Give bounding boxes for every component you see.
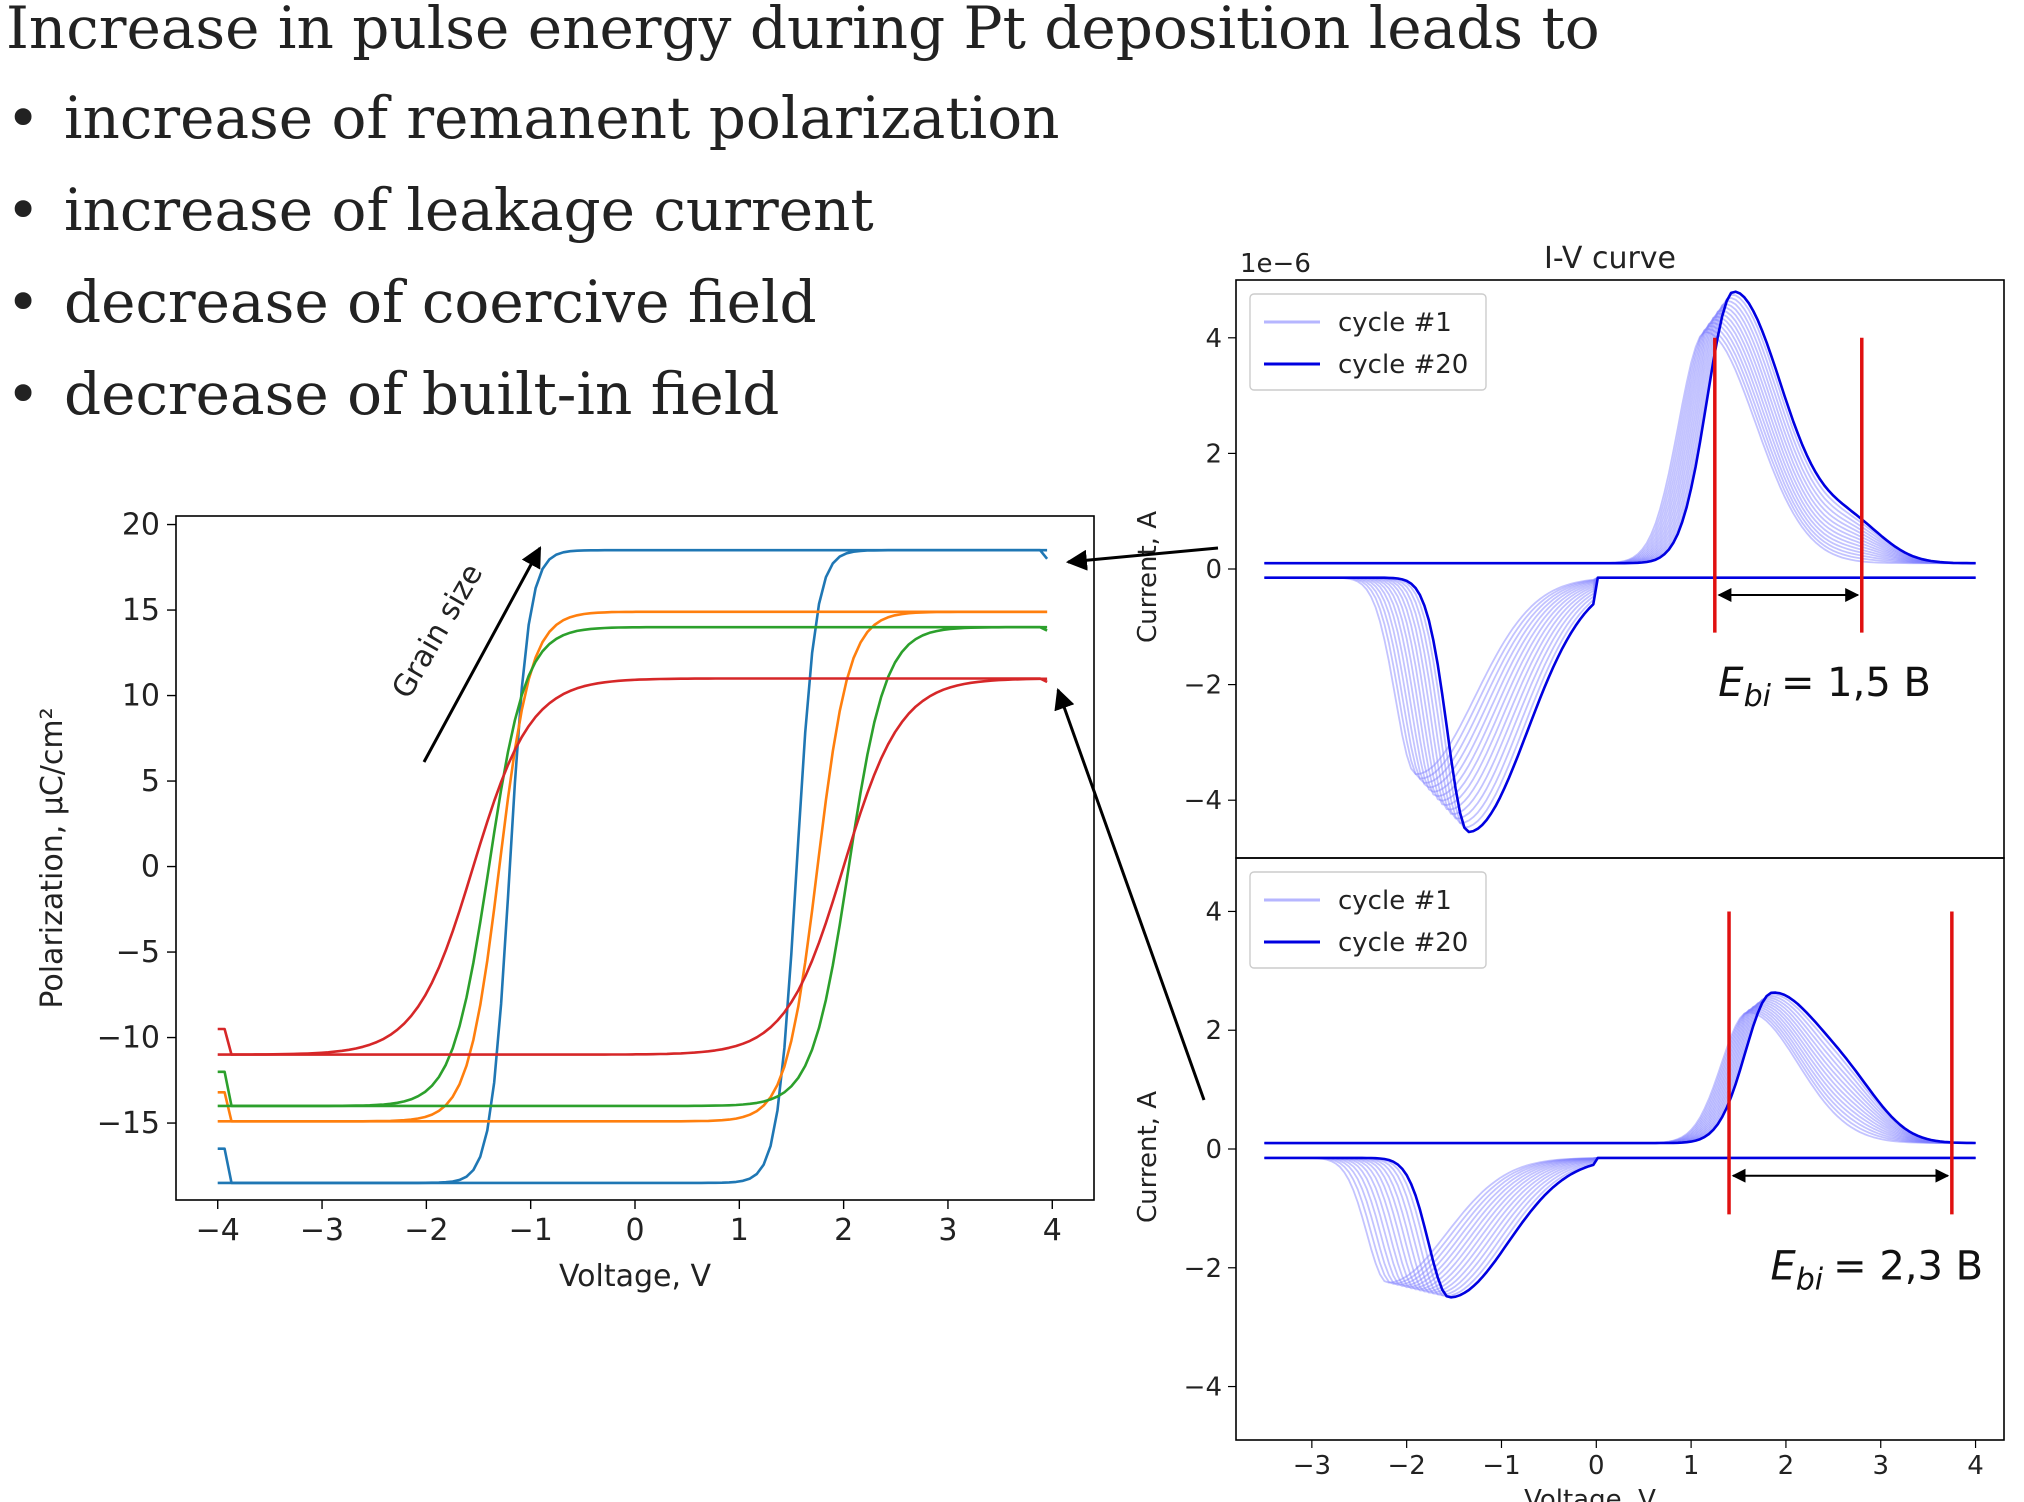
legend: cycle #1 cycle #20 (1249, 293, 1487, 391)
slide-title: Increase in pulse energy during Pt depos… (6, 0, 1600, 62)
x-tick-label: 1 (730, 1213, 749, 1248)
ebi-label-sub: bi (1744, 679, 1772, 714)
y-axis-label: Current, A (1133, 1091, 1163, 1223)
x-axis-label: Voltage, V (559, 1259, 712, 1294)
iv-curve-positive-sweep (1264, 991, 1976, 1145)
y-tick-label: 20 (122, 508, 160, 543)
link-arrow-top (1065, 546, 1219, 571)
legend-label: cycle #1 (1338, 308, 1452, 338)
hysteresis-branch-up (217, 610, 1048, 1123)
legend-box (1249, 871, 1487, 969)
iv-curve-negative-sweep (1264, 576, 1976, 834)
ebi-label-value: = 2,3 В (1833, 1244, 1983, 1290)
ebi-label: Ebi = 2,3 В (1770, 1244, 1983, 1298)
x-tick-label: −2 (1388, 1451, 1426, 1481)
x-tick-label: −1 (1482, 1451, 1520, 1481)
x-tick-label: 2 (1778, 1451, 1795, 1481)
y-tick-label: −5 (116, 935, 160, 970)
x-tick-label: 0 (625, 1213, 644, 1248)
bullet-item: • decrease of built-in field (6, 360, 779, 428)
y-tick-label: 0 (1205, 1135, 1222, 1165)
legend-label: cycle #20 (1338, 350, 1468, 380)
y-tick-label: −4 (1184, 1373, 1222, 1403)
legend-label: cycle #1 (1338, 886, 1452, 916)
legend-box (1249, 293, 1487, 391)
y-tick-label: −15 (97, 1106, 160, 1141)
grain-size-label: Grain size (385, 558, 490, 705)
legend-label: cycle #20 (1338, 928, 1468, 958)
y-tick-label: 10 (122, 679, 160, 714)
y-tick-label: 0 (1205, 555, 1222, 585)
x-tick-label: 4 (1043, 1213, 1062, 1248)
bullet-item: • increase of remanent polarization (6, 84, 1060, 152)
y-tick-label: −2 (1184, 671, 1222, 701)
x-tick-label: −3 (300, 1213, 344, 1248)
y-axis-label: Polarization, μC/cm² (35, 707, 70, 1008)
iv-curve-positive-sweep (1264, 998, 1976, 1144)
hysteresis-branch-down (217, 548, 1048, 1185)
y-tick-label: 4 (1205, 324, 1222, 354)
hysteresis-branch-up (217, 548, 1049, 1185)
x-tick-label: 1 (1683, 1451, 1700, 1481)
bullet-item: • decrease of coercive field (6, 268, 817, 336)
y-tick-label: 5 (141, 764, 160, 799)
chart-title: I-V curve (1544, 241, 1676, 276)
bullet-dot-icon: • (6, 360, 41, 428)
x-tick-label: −3 (1293, 1451, 1331, 1481)
iv-curve-positive-sweep (1264, 1006, 1976, 1144)
x-tick-label: −1 (509, 1213, 553, 1248)
hysteresis-branch-down (217, 677, 1048, 1056)
legend: cycle #1 cycle #20 (1249, 871, 1487, 969)
link-arrow-bottom (1054, 688, 1206, 1101)
x-tick-label: 2 (834, 1213, 853, 1248)
x-tick-label: 4 (1967, 1451, 1984, 1481)
x-tick-label: −2 (404, 1213, 448, 1248)
hysteresis-branch-down (217, 625, 1048, 1108)
bullet-dot-icon: • (6, 268, 41, 336)
y-tick-label: 2 (1205, 439, 1222, 469)
bullet-text: increase of leakage current (64, 176, 874, 244)
x-tick-label: 3 (938, 1213, 957, 1248)
iv-curve-positive-sweep (1264, 290, 1976, 565)
hysteresis-branch-up (217, 677, 1048, 1056)
x-tick-label: 3 (1872, 1451, 1889, 1481)
iv-curve-positive-sweep (1264, 993, 1976, 1144)
ebi-label: Ebi = 1,5 В (1718, 660, 1931, 714)
iv-curve-positive-sweep (1264, 996, 1976, 1144)
plot-frame (175, 515, 1095, 1201)
ebi-label-sub: bi (1796, 1263, 1824, 1298)
y-tick-label: −2 (1184, 1254, 1222, 1284)
bullet-text: decrease of built-in field (64, 360, 780, 428)
x-tick-label: 0 (1588, 1451, 1605, 1481)
iv-curve-positive-sweep (1264, 995, 1976, 1144)
x-tick-label: −4 (196, 1213, 240, 1248)
y-tick-label: 0 (141, 850, 160, 885)
y-tick-label: 15 (122, 593, 160, 628)
y-tick-label: −10 (97, 1021, 160, 1056)
hysteresis-branch-down (217, 610, 1048, 1123)
y-tick-label: 4 (1205, 897, 1222, 927)
x-axis-label: Voltage, V (1524, 1485, 1656, 1502)
y-tick-label: −4 (1184, 786, 1222, 816)
bullet-text: increase of remanent polarization (64, 84, 1060, 152)
iv-curve-negative-sweep (1264, 1156, 1976, 1299)
bullet-dot-icon: • (6, 84, 41, 152)
bullet-item: • increase of leakage current (6, 176, 874, 244)
bullet-dot-icon: • (6, 176, 41, 244)
y-axis-label: Current, A (1133, 511, 1163, 643)
bullet-text: decrease of coercive field (64, 268, 817, 336)
y-tick-label: 2 (1205, 1016, 1222, 1046)
grain-size-arrow (422, 546, 542, 763)
offset-label: 1e−6 (1240, 249, 1311, 279)
hysteresis-branch-up (217, 625, 1048, 1108)
ebi-label-value: = 1,5 В (1781, 660, 1931, 706)
